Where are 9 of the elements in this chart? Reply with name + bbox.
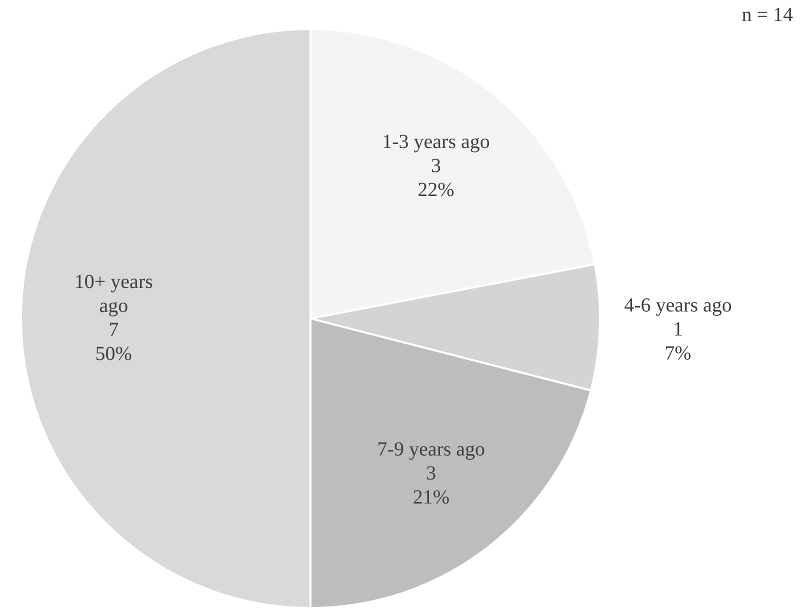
data-label: 3 22% xyxy=(418,155,454,202)
slice-label: 10+ years ago xyxy=(74,270,154,317)
data-label: 1 7% xyxy=(664,318,692,364)
data-label: 7 50% xyxy=(95,318,132,365)
slice-label: 1-3 years ago xyxy=(382,131,490,154)
slice-label: 7-9 years ago xyxy=(377,438,486,460)
data-label: 3 21% xyxy=(412,462,450,508)
slice-label: 4-6 years ago xyxy=(624,294,732,316)
text: n = 14 xyxy=(742,4,793,27)
